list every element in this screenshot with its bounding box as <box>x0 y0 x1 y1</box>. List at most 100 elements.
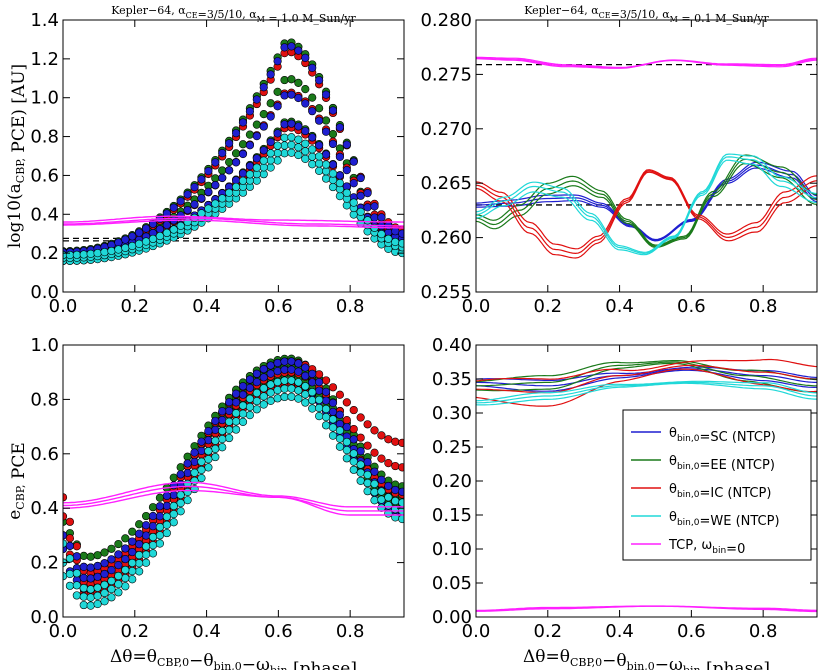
scatter-point-sc <box>370 467 379 476</box>
scatter-point-sc <box>245 141 255 150</box>
scatter-point-we <box>72 250 81 259</box>
scatter-point-we <box>294 386 303 395</box>
scatter-point-sc <box>370 202 379 211</box>
scatter-point-we <box>245 402 255 412</box>
scatter-point-sc <box>218 415 227 425</box>
legend-entry-label: TCP, ωbin=0 <box>668 538 745 557</box>
scatter-point-sc <box>218 149 227 158</box>
scatter-point-sc <box>328 407 338 417</box>
scatter-point-ic <box>342 398 351 407</box>
scatter-point-we <box>141 542 151 551</box>
scatter-point-ee <box>315 104 324 113</box>
scatter-point-sc <box>225 139 234 148</box>
scatter-point-we <box>328 423 338 432</box>
scatter-point-sc <box>287 42 296 51</box>
scatter-point-sc <box>321 396 331 405</box>
x-tick-label: 0.0 <box>462 621 491 642</box>
scatter-point-we <box>356 476 365 486</box>
scatter-point-sc <box>225 398 234 407</box>
x-tick-label: 0.6 <box>677 296 706 317</box>
scatter-point-ee <box>86 552 95 561</box>
scatter-point-sc <box>100 559 109 568</box>
scatter-point-sc <box>107 555 116 564</box>
scatter-point-we <box>335 442 345 451</box>
scatter-point-sc <box>377 475 386 484</box>
scatter-point-sc <box>114 238 123 247</box>
scatter-point-we <box>315 412 324 421</box>
scatter-point-sc <box>266 369 275 378</box>
scatter-point-sc <box>231 398 241 407</box>
scatter-point-we <box>398 239 404 248</box>
scatter-point-sc <box>169 490 178 500</box>
scatter-point-we <box>238 401 248 410</box>
scatter-point-we <box>273 141 282 150</box>
scatter-point-we <box>315 403 324 413</box>
scatter-point-ee <box>141 511 151 521</box>
scatter-point-sc <box>321 90 331 99</box>
scatter-point-sc <box>197 446 206 455</box>
scatter-point-we <box>155 523 165 532</box>
scatter-point-we <box>169 225 178 234</box>
scatter-point-we <box>197 457 206 466</box>
scatter-point-we <box>266 380 275 389</box>
y-tick-label: 0.0 <box>30 282 59 303</box>
scatter-point-we <box>93 599 102 609</box>
scatter-point-we <box>370 496 379 505</box>
scatter-point-sc <box>183 190 192 199</box>
scatter-point-we <box>308 152 317 161</box>
y-tick-label: 1.0 <box>30 335 59 356</box>
scatter-point-we <box>342 188 351 198</box>
scatter-point-we <box>218 426 227 436</box>
scatter-point-we <box>266 149 275 158</box>
scatter-point-sc <box>294 122 303 131</box>
y-tick-label: 0.2 <box>30 243 59 264</box>
scatter-point-sc <box>259 83 268 92</box>
scatter-point-we <box>335 434 345 443</box>
scatter-point-we <box>225 417 234 426</box>
scatter-point-we <box>384 234 393 243</box>
tcp-line <box>63 489 404 516</box>
scatter-point-sc <box>349 179 358 188</box>
scatter-point-sc <box>273 367 282 376</box>
scatter-point-we <box>86 249 95 258</box>
scatter-point-we <box>301 382 310 391</box>
scatter-point-sc <box>190 457 199 466</box>
scatter-point-we <box>197 209 206 218</box>
scatter-point-we <box>162 228 171 238</box>
scatter-point-sc <box>225 166 234 175</box>
y-tick-label: 0.8 <box>30 389 59 410</box>
scatter-point-we <box>363 487 372 496</box>
scatter-point-we <box>308 404 317 413</box>
scatter-point-sc <box>294 93 303 103</box>
scatter-point-we <box>86 601 95 610</box>
scatter-point-sc <box>176 211 185 220</box>
scatter-point-ic <box>65 517 75 526</box>
scatter-point-we <box>273 394 282 403</box>
scatter-point-sc <box>86 574 95 583</box>
scatter-point-we <box>204 463 213 472</box>
scatter-point-we <box>287 392 296 401</box>
series-line-sc <box>476 164 817 241</box>
scatter-point-sc <box>204 427 213 436</box>
scatter-point-we <box>162 512 171 521</box>
scatter-point-we <box>100 248 109 257</box>
scatter-point-ic <box>349 424 358 434</box>
scatter-point-sc <box>128 537 137 546</box>
scatter-point-sc <box>398 487 404 496</box>
scatter-point-sc <box>328 160 338 169</box>
scatter-point-ic <box>356 413 365 422</box>
scatter-point-sc <box>315 76 324 85</box>
scatter-point-we <box>190 468 199 477</box>
scatter-point-sc <box>294 359 303 368</box>
scatter-point-we <box>162 528 171 538</box>
series-line-ic <box>476 170 817 255</box>
scatter-point-sc <box>155 502 165 511</box>
scatter-point-we <box>148 532 158 542</box>
scatter-point-we <box>183 217 192 227</box>
scatter-point-we <box>155 231 165 241</box>
plot-area <box>63 354 404 610</box>
x-tick-label: 0.8 <box>336 621 365 642</box>
scatter-point-sc <box>259 364 268 374</box>
scatter-point-we <box>252 405 261 414</box>
series-line-we <box>476 380 817 402</box>
